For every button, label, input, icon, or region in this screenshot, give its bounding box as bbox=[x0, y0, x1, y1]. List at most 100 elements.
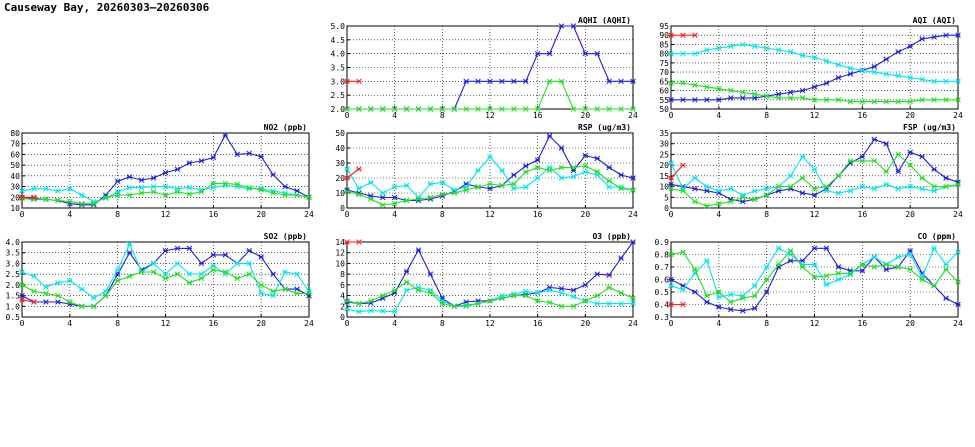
blue-series-point bbox=[799, 87, 806, 94]
cyan-series-point bbox=[427, 181, 434, 187]
cyan-series-point bbox=[67, 277, 73, 284]
blue-series-point bbox=[222, 132, 229, 138]
blue-series-point bbox=[534, 50, 541, 57]
cyan-series-point bbox=[680, 286, 686, 293]
x-tick-label: 12 bbox=[485, 210, 495, 219]
y-tick-label: 40 bbox=[10, 172, 20, 181]
cyan-series-point bbox=[258, 290, 264, 297]
green-series-point bbox=[570, 106, 577, 112]
cyan-series-point bbox=[439, 179, 446, 186]
cyan-series-point bbox=[692, 50, 698, 57]
blue-series-point bbox=[246, 150, 252, 157]
blue-series-point bbox=[234, 151, 241, 158]
green-series-point bbox=[931, 183, 937, 190]
cyan-series-point bbox=[186, 271, 193, 277]
y-tick-label: 50 bbox=[659, 105, 669, 114]
blue-series-point bbox=[895, 49, 901, 55]
green-series-point bbox=[306, 290, 312, 297]
red-series-point bbox=[344, 239, 350, 245]
x-tick-label: 20 bbox=[581, 111, 591, 120]
blue-series-point bbox=[427, 271, 434, 277]
blue-series-point bbox=[630, 78, 636, 85]
x-tick-label: 12 bbox=[161, 319, 171, 328]
green-series-point bbox=[451, 303, 458, 310]
cyan-series-point bbox=[943, 78, 949, 85]
green-series-point bbox=[368, 196, 374, 202]
green-series-point bbox=[859, 261, 866, 268]
green-series-point bbox=[943, 97, 949, 103]
green-series-point bbox=[739, 89, 746, 96]
blue-series-point bbox=[692, 289, 698, 295]
cyan-series-point bbox=[356, 185, 362, 192]
blue-series-point bbox=[943, 175, 949, 181]
y-tick-label: 2.5 bbox=[6, 270, 21, 279]
blue-series-point bbox=[811, 245, 818, 252]
blue-series-point bbox=[126, 174, 133, 180]
cyan-series-point bbox=[294, 271, 300, 277]
green-series-point bbox=[210, 267, 217, 273]
red-series-point bbox=[680, 32, 686, 38]
green-series-point bbox=[692, 198, 698, 205]
red-series bbox=[668, 301, 686, 308]
cyan-series-point bbox=[847, 65, 854, 72]
blue-series-point bbox=[534, 157, 541, 163]
green-series-point bbox=[487, 298, 493, 304]
red-series bbox=[668, 162, 686, 181]
green-series-point bbox=[186, 279, 193, 286]
x-tick-label: 24 bbox=[953, 319, 963, 328]
green-series-point bbox=[823, 183, 830, 190]
red-series-point bbox=[356, 78, 362, 85]
y-tick-label: 3.0 bbox=[331, 77, 346, 86]
green-series-point bbox=[907, 98, 913, 105]
y-tick-label: 2 bbox=[340, 302, 345, 311]
red-series-point bbox=[692, 32, 698, 38]
blue-series-point bbox=[270, 172, 276, 178]
green-series-point bbox=[246, 271, 252, 277]
blue-series-point bbox=[511, 172, 517, 178]
blue-series-point bbox=[43, 299, 49, 305]
green-series-point bbox=[704, 84, 710, 90]
cyan-series-point bbox=[907, 183, 913, 190]
aqhi-chart-title: AQHI (AQHI) bbox=[578, 16, 631, 25]
green-series-point bbox=[427, 106, 434, 112]
green-series-point bbox=[31, 288, 37, 295]
cyan-series-point bbox=[344, 166, 350, 172]
cyan-series-point bbox=[138, 184, 145, 191]
green-series-point bbox=[680, 80, 686, 86]
green-series-point bbox=[546, 78, 553, 85]
green-series-point bbox=[630, 187, 636, 193]
green-series-point bbox=[775, 95, 782, 101]
green-series-point bbox=[739, 295, 746, 302]
blue-series-point bbox=[931, 34, 937, 40]
green-series-point bbox=[344, 298, 350, 304]
green-series-point bbox=[534, 106, 541, 112]
green-series-point bbox=[534, 164, 541, 171]
y-tick-label: 3.0 bbox=[6, 259, 21, 268]
o3-chart-title: O3 (ppb) bbox=[592, 232, 631, 241]
cyan-series-point bbox=[943, 261, 949, 268]
green-series bbox=[344, 78, 636, 112]
y-tick-label: 0 bbox=[340, 313, 345, 322]
y-tick-label: 55 bbox=[659, 96, 669, 105]
cyan-series-point bbox=[728, 185, 734, 192]
green-series-point bbox=[222, 269, 229, 275]
cyan-series-point bbox=[955, 249, 961, 255]
blue-series-point bbox=[955, 32, 961, 38]
red-series-point bbox=[344, 78, 350, 85]
x-tick-label: 0 bbox=[669, 111, 674, 120]
blue-series-point bbox=[799, 190, 806, 196]
green-series-point bbox=[739, 194, 746, 201]
green-series-point bbox=[475, 184, 481, 190]
cyan-series-point bbox=[799, 52, 806, 59]
blue-series-point bbox=[570, 287, 577, 293]
cyan-series-point bbox=[150, 260, 157, 267]
green-series bbox=[344, 163, 636, 208]
green-series-point bbox=[439, 191, 446, 198]
green-series-point bbox=[775, 261, 782, 268]
blue-series-point bbox=[198, 158, 205, 164]
green-series-point bbox=[704, 292, 710, 299]
blue-series-point bbox=[823, 80, 830, 86]
y-tick-label: 65 bbox=[659, 77, 669, 86]
y-tick-label: 0.7 bbox=[655, 263, 670, 272]
